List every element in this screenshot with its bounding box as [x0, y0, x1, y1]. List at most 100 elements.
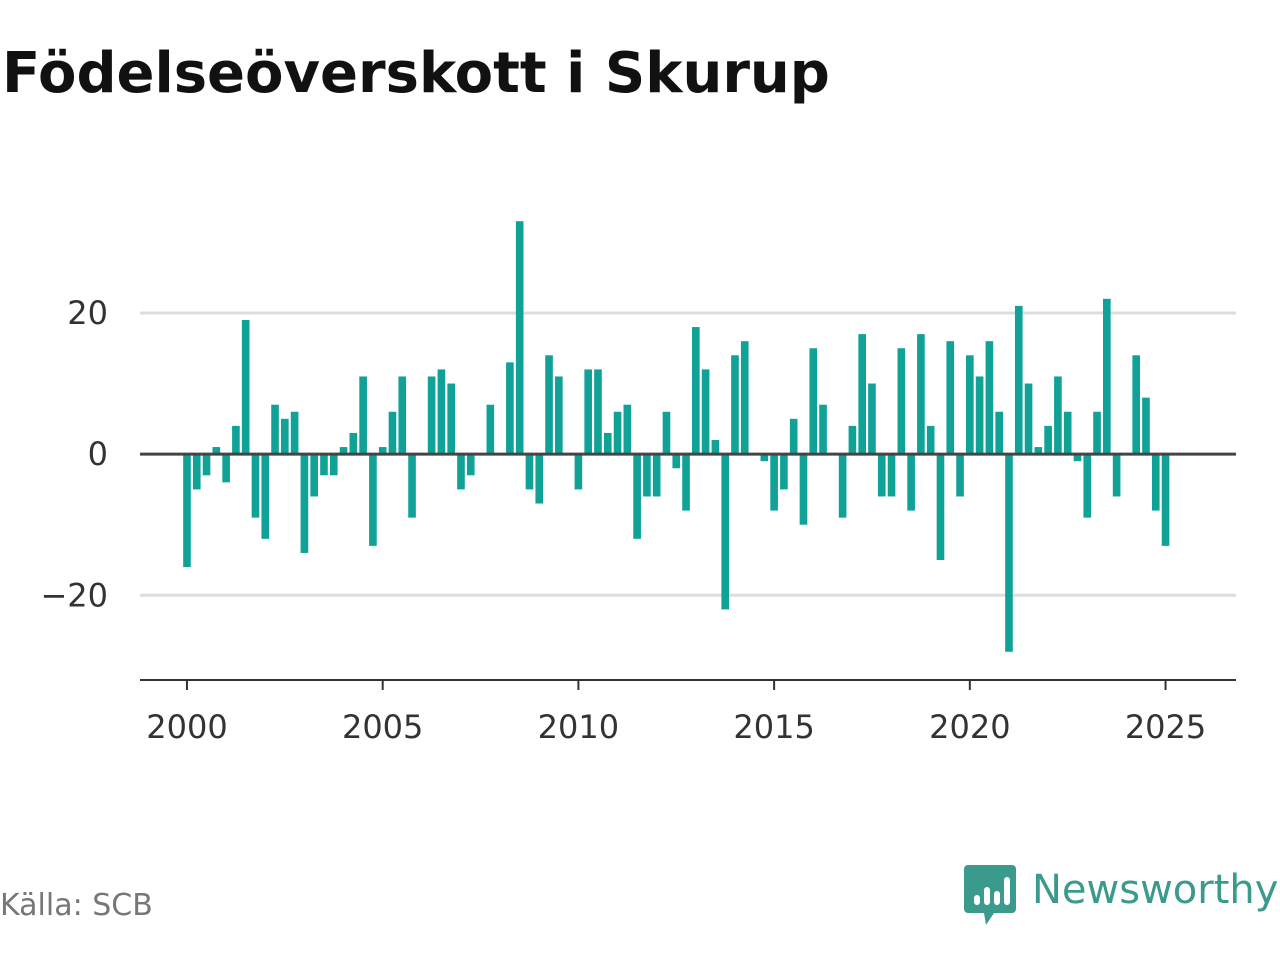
bar: [858, 334, 867, 455]
x-tick-label: 2015: [733, 708, 814, 746]
bar: [574, 454, 583, 490]
bar: [1142, 397, 1150, 455]
bar: [378, 447, 387, 455]
bar: [349, 432, 358, 455]
bar: [731, 355, 739, 455]
bar: [652, 454, 661, 497]
bar: [1112, 454, 1121, 497]
bar: [1014, 305, 1023, 455]
x-tick-label: 2025: [1125, 708, 1206, 746]
bar: [995, 411, 1004, 455]
bar: [359, 376, 367, 455]
bar: [701, 369, 710, 455]
bar: [956, 454, 964, 497]
bar: [868, 383, 876, 455]
bar: [212, 447, 221, 455]
bar: [515, 221, 524, 455]
bar: [310, 454, 319, 497]
bar: [877, 454, 886, 497]
bar: [1054, 376, 1062, 455]
brand-name: Newsworthy: [1032, 867, 1279, 913]
bar: [1005, 454, 1013, 652]
x-axis-labels: 2000 2005 2010 2015 2020 2025: [146, 708, 1206, 746]
bar: [1024, 383, 1033, 455]
bar: [232, 425, 240, 455]
bar: [838, 454, 847, 518]
bar: [457, 454, 465, 490]
bar: [1151, 454, 1160, 511]
grid-lines: [140, 311, 1236, 597]
bar: [183, 454, 191, 568]
bar: [447, 383, 456, 455]
bar-chart-speech-bubble-icon: [964, 865, 1016, 925]
bar: [1073, 454, 1082, 462]
y-tick-label: 0: [88, 435, 108, 473]
y-tick-label: −20: [40, 576, 108, 614]
bar: [633, 454, 641, 539]
bar: [711, 440, 720, 455]
bar: [603, 432, 612, 455]
bar: [966, 355, 974, 455]
x-tick-label: 2005: [342, 708, 423, 746]
y-tick-label: 20: [67, 294, 108, 332]
bar: [799, 454, 808, 525]
bar: [222, 454, 230, 483]
bar: [789, 418, 798, 455]
x-tick-label: 2010: [538, 708, 619, 746]
bar: [1044, 425, 1052, 455]
bar: [192, 454, 201, 490]
bar: [427, 376, 436, 455]
bar: [946, 341, 955, 455]
bar: [261, 454, 270, 539]
bar: [848, 425, 857, 455]
bar: [936, 454, 945, 560]
bar: [1103, 298, 1111, 455]
x-axis: [140, 679, 1236, 690]
bar: [281, 418, 289, 455]
bar: [662, 411, 671, 455]
bar: [388, 411, 397, 455]
bar: [740, 341, 749, 455]
bar: [545, 355, 553, 455]
bar: [623, 404, 632, 455]
bar: [202, 454, 211, 476]
bar: [780, 454, 788, 490]
bars: [183, 221, 1170, 652]
bar: [555, 376, 563, 455]
x-tick-label: 2000: [146, 708, 227, 746]
bar: [525, 454, 534, 490]
bar: [682, 454, 690, 511]
bar: [897, 348, 906, 455]
brand-logo: Newsworthy: [964, 864, 1278, 928]
bar: [672, 454, 681, 469]
bar: [271, 404, 279, 455]
bar: [584, 369, 593, 455]
bar: [1034, 447, 1043, 455]
bar: [369, 454, 377, 546]
bar: [1161, 454, 1170, 546]
bar: [887, 454, 896, 497]
x-tick-label: 2020: [929, 708, 1010, 746]
bar: [643, 454, 651, 497]
bar: [408, 454, 416, 518]
bar: [985, 341, 994, 455]
bar: [1093, 411, 1101, 455]
bar: [535, 454, 544, 504]
bar: [594, 369, 602, 455]
bar: [437, 369, 446, 455]
source-note: Källa: SCB: [0, 888, 153, 923]
bar: [320, 454, 328, 476]
bar: [506, 362, 514, 455]
bar: [290, 411, 299, 455]
bar: [466, 454, 475, 476]
bar: [241, 320, 250, 455]
bar: [907, 454, 915, 511]
page-title: Födelseöverskott i Skurup: [2, 41, 830, 106]
bar: [926, 425, 935, 455]
bar: [613, 411, 622, 455]
bar: [1083, 454, 1092, 518]
bar: [339, 447, 348, 455]
bar: [486, 404, 495, 455]
bar: [975, 376, 984, 455]
